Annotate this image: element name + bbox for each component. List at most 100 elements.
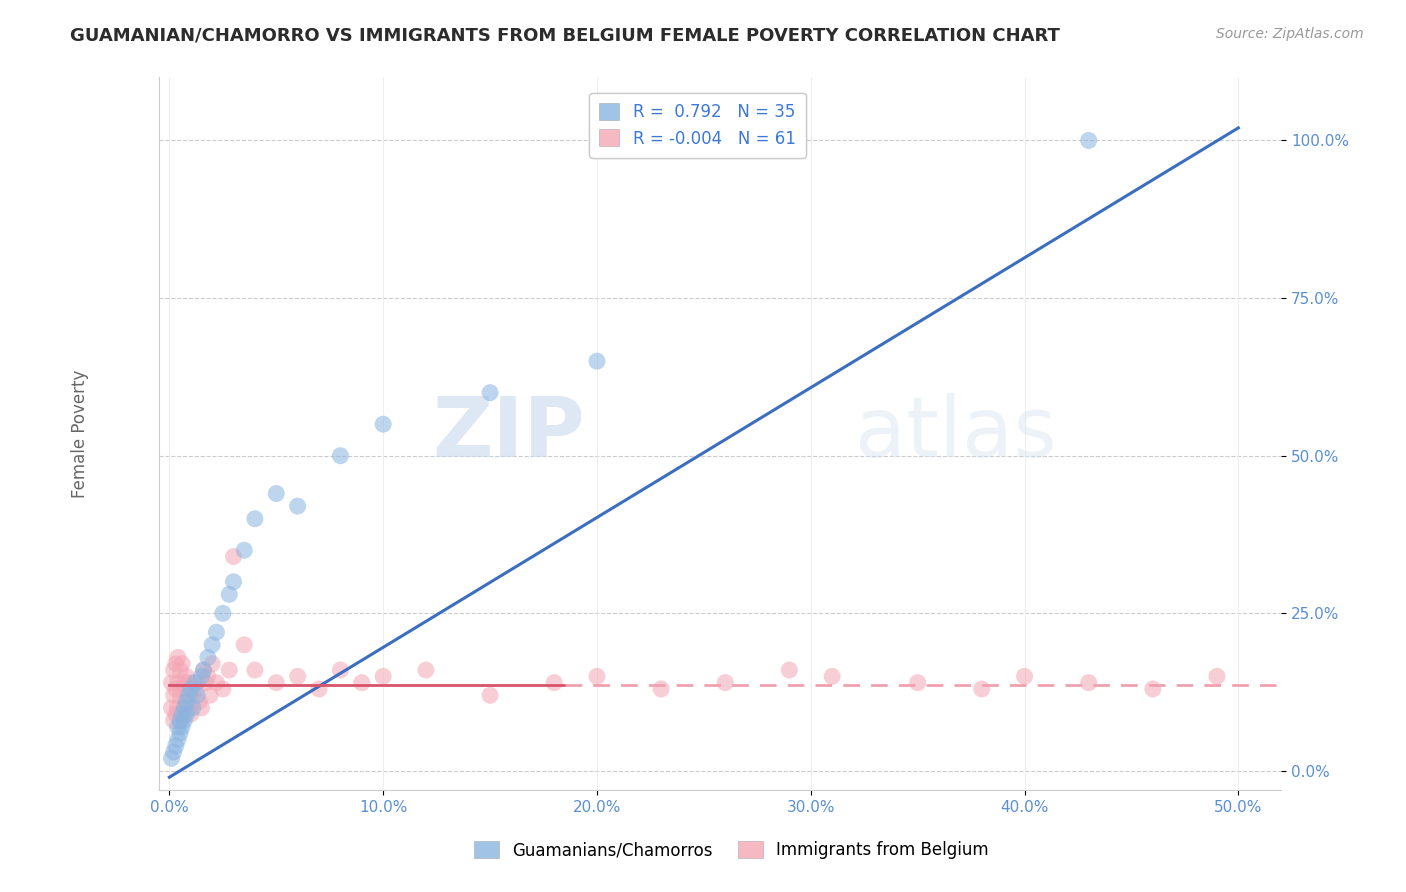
Point xyxy=(778,663,800,677)
Point xyxy=(165,657,187,671)
Text: atlas: atlas xyxy=(855,393,1056,475)
Point xyxy=(243,512,266,526)
Point xyxy=(264,486,287,500)
Point xyxy=(160,701,183,715)
Point xyxy=(177,688,200,702)
Point xyxy=(176,695,198,709)
Point xyxy=(176,707,198,722)
Point xyxy=(586,354,609,368)
Point xyxy=(176,695,198,709)
Point xyxy=(222,574,245,589)
Point xyxy=(167,720,190,734)
Point xyxy=(165,739,187,753)
Point xyxy=(586,669,609,683)
Point xyxy=(167,701,190,715)
Point xyxy=(1077,133,1099,147)
Point xyxy=(264,675,287,690)
Point xyxy=(201,638,224,652)
Point xyxy=(173,701,195,715)
Point xyxy=(197,650,219,665)
Point xyxy=(184,675,207,690)
Point xyxy=(180,681,202,696)
Point xyxy=(821,669,844,683)
Point xyxy=(193,663,215,677)
Point xyxy=(163,688,186,702)
Point xyxy=(169,714,191,728)
Point xyxy=(1014,669,1036,683)
Point xyxy=(1077,675,1099,690)
Point xyxy=(173,675,195,690)
Point xyxy=(211,681,233,696)
Point xyxy=(190,701,212,715)
Text: ZIP: ZIP xyxy=(433,393,585,475)
Point xyxy=(193,663,215,677)
Point xyxy=(970,681,993,696)
Point xyxy=(169,688,191,702)
Y-axis label: Female Poverty: Female Poverty xyxy=(72,369,89,498)
Point xyxy=(163,663,186,677)
Point xyxy=(190,669,212,683)
Text: GUAMANIAN/CHAMORRO VS IMMIGRANTS FROM BELGIUM FEMALE POVERTY CORRELATION CHART: GUAMANIAN/CHAMORRO VS IMMIGRANTS FROM BE… xyxy=(70,27,1060,45)
Point xyxy=(173,701,195,715)
Point xyxy=(243,663,266,677)
Point xyxy=(222,549,245,564)
Point xyxy=(218,663,240,677)
Point xyxy=(172,681,194,696)
Point xyxy=(218,587,240,601)
Legend: R =  0.792   N = 35, R = -0.004   N = 61: R = 0.792 N = 35, R = -0.004 N = 61 xyxy=(589,93,806,158)
Point xyxy=(177,675,200,690)
Point xyxy=(350,675,373,690)
Point xyxy=(172,707,194,722)
Point xyxy=(160,675,183,690)
Point xyxy=(194,675,217,690)
Point xyxy=(329,663,352,677)
Point xyxy=(201,657,224,671)
Point xyxy=(172,720,194,734)
Point xyxy=(169,726,191,740)
Point xyxy=(287,669,309,683)
Point xyxy=(479,385,502,400)
Point xyxy=(287,499,309,513)
Point xyxy=(167,650,190,665)
Point xyxy=(167,732,190,747)
Point xyxy=(180,707,202,722)
Point xyxy=(186,688,208,702)
Point xyxy=(1206,669,1229,683)
Point xyxy=(180,681,202,696)
Point xyxy=(233,543,256,558)
Point xyxy=(308,681,330,696)
Point xyxy=(188,695,211,709)
Point xyxy=(163,714,186,728)
Point xyxy=(169,663,191,677)
Point xyxy=(160,751,183,765)
Point xyxy=(233,638,256,652)
Point xyxy=(543,675,565,690)
Point xyxy=(479,688,502,702)
Point xyxy=(165,681,187,696)
Point xyxy=(169,714,191,728)
Point xyxy=(172,657,194,671)
Point xyxy=(176,669,198,683)
Point xyxy=(373,417,395,432)
Point xyxy=(415,663,437,677)
Point xyxy=(173,714,195,728)
Point xyxy=(184,681,207,696)
Point xyxy=(205,625,228,640)
Point xyxy=(165,707,187,722)
Point xyxy=(205,675,228,690)
Legend: Guamanians/Chamorros, Immigrants from Belgium: Guamanians/Chamorros, Immigrants from Be… xyxy=(467,834,995,866)
Point xyxy=(163,745,186,759)
Text: Source: ZipAtlas.com: Source: ZipAtlas.com xyxy=(1216,27,1364,41)
Point xyxy=(373,669,395,683)
Point xyxy=(650,681,672,696)
Point xyxy=(329,449,352,463)
Point xyxy=(181,688,204,702)
Point xyxy=(197,669,219,683)
Point xyxy=(198,688,221,702)
Point xyxy=(177,701,200,715)
Point xyxy=(1142,681,1164,696)
Point xyxy=(907,675,929,690)
Point xyxy=(181,701,204,715)
Point xyxy=(186,675,208,690)
Point xyxy=(211,607,233,621)
